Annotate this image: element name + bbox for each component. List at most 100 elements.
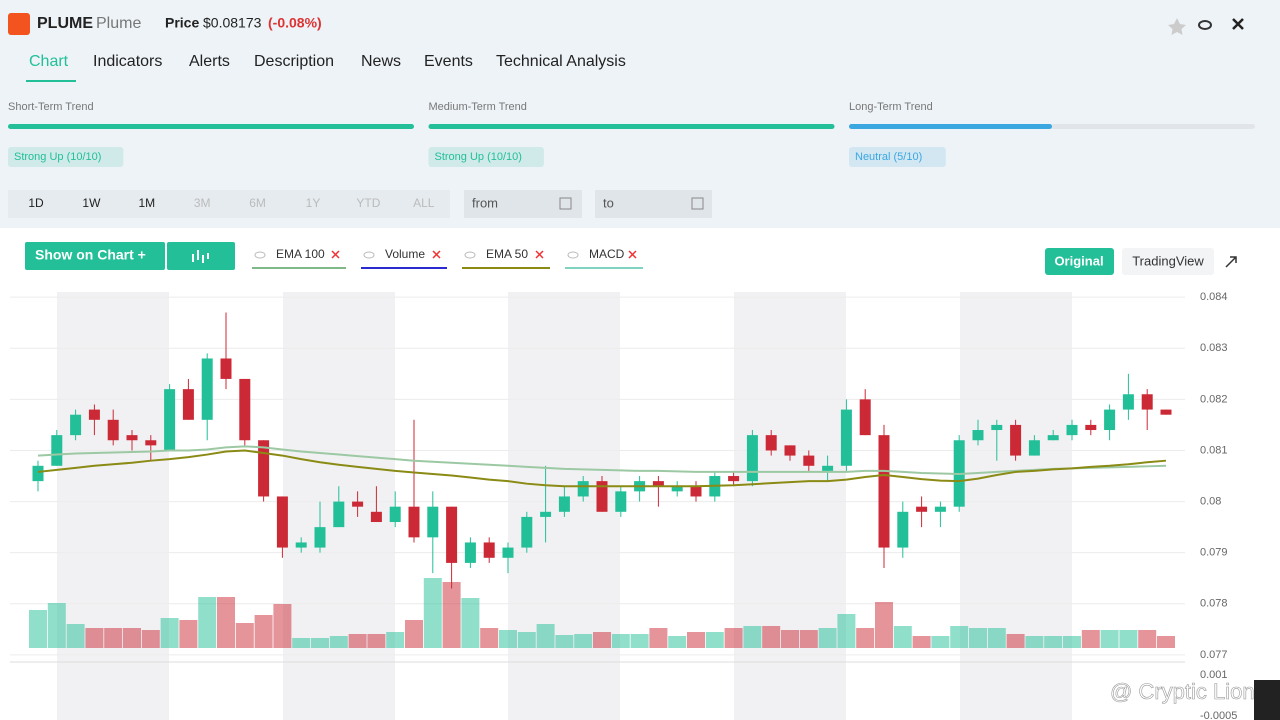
range-button[interactable]: ALL [413, 196, 435, 210]
volume-bar [254, 615, 273, 648]
volume-bar [85, 628, 104, 648]
trend-fill [849, 124, 1052, 129]
date-placeholder: from [472, 195, 498, 210]
candle-body [652, 481, 664, 487]
y-tick-label: 0.082 [1200, 393, 1228, 405]
candle-body [1085, 424, 1097, 431]
range-button[interactable]: YTD [356, 196, 380, 210]
shade [960, 292, 1072, 720]
volume-bar [311, 638, 329, 648]
volume-bar [1006, 634, 1025, 648]
show-button[interactable] [25, 242, 165, 270]
range-button[interactable]: 1Y [306, 196, 321, 210]
trend-status: Neutral (5/10) [855, 151, 922, 163]
indicator-remove[interactable] [331, 250, 340, 259]
y-tick-label: 0.077 [1200, 649, 1228, 661]
date-placeholder: to [603, 195, 614, 210]
volume-bar [856, 628, 875, 648]
view-button[interactable] [1122, 248, 1214, 275]
volume-bar [1081, 630, 1100, 648]
indicator-remove[interactable] [432, 250, 441, 259]
candle-body [784, 445, 796, 456]
expand-icon[interactable] [1225, 256, 1237, 268]
candle-body [1104, 409, 1116, 431]
volume-bar [687, 632, 705, 648]
tab[interactable]: Indicators [93, 53, 162, 70]
indicator-name: MACD [589, 247, 625, 261]
tab[interactable]: Chart [29, 53, 69, 70]
candle-body [765, 435, 777, 451]
candle-body [370, 511, 382, 523]
range-button[interactable]: 1D [28, 196, 44, 210]
candle-body [88, 409, 100, 420]
candle-body [577, 481, 589, 497]
tab[interactable]: Alerts [189, 53, 230, 70]
eye-icon[interactable] [1198, 20, 1212, 30]
volume-bar [799, 630, 818, 648]
eye-icon [254, 251, 266, 259]
volume-bar [762, 626, 781, 648]
indicator-remove[interactable] [535, 250, 544, 259]
range-button[interactable]: 3M [194, 196, 211, 210]
candle-body [107, 419, 119, 441]
candle-body [483, 542, 495, 558]
candle-body [126, 435, 138, 441]
tab[interactable]: Events [424, 53, 473, 70]
volume-bar [66, 624, 85, 648]
volume-bar [29, 610, 47, 648]
trend-label: Medium-Term Trend [429, 101, 527, 113]
volume-bar [893, 626, 912, 648]
tools-button[interactable] [167, 242, 235, 270]
volume-bar [818, 628, 837, 648]
view-label: TradingView [1132, 253, 1204, 268]
price-label: Price [165, 15, 199, 31]
volume-bar [386, 632, 405, 648]
volume-bar [950, 626, 969, 648]
tab[interactable]: Description [254, 53, 334, 70]
volume-bar [405, 620, 423, 648]
candle-body [840, 409, 852, 466]
volume-bar [593, 632, 611, 648]
range-button[interactable]: 1M [138, 196, 155, 210]
ema-line [37, 445, 1167, 475]
candle-body [258, 440, 270, 497]
volume-bar [574, 634, 593, 648]
volume-bar [536, 624, 555, 648]
indicator-remove[interactable] [628, 250, 637, 259]
candle-body [746, 435, 758, 482]
volume-bar [179, 620, 198, 648]
eye-icon [464, 251, 476, 259]
range-group [8, 190, 450, 218]
candle-body [972, 430, 984, 441]
candle-body [1010, 424, 1022, 456]
trend-label: Long-Term Trend [849, 101, 933, 113]
candle-body [164, 389, 176, 451]
calendar-icon [559, 197, 572, 210]
range-button[interactable]: 6M [249, 196, 266, 210]
close-icon[interactable] [1232, 18, 1244, 30]
candle-body [51, 435, 63, 466]
range-button[interactable]: 1W [82, 196, 101, 210]
candle-body [803, 455, 815, 466]
ema-line [37, 449, 1167, 488]
date-input[interactable] [464, 190, 582, 218]
volume-bar [442, 582, 461, 648]
calendar-icon [691, 197, 704, 210]
trend-badge [849, 147, 946, 167]
candle-body [314, 527, 326, 548]
price: $0.08173 [203, 15, 262, 31]
view-button-active[interactable] [1045, 248, 1114, 275]
candle-body [32, 465, 44, 482]
volume-bar [705, 632, 724, 648]
volume-bar [329, 636, 348, 648]
candle-body [897, 511, 909, 548]
candle-body [540, 511, 552, 517]
tab[interactable]: News [361, 53, 401, 70]
candle-body [201, 358, 213, 420]
volume-bar [743, 626, 762, 648]
tab[interactable]: Technical Analysis [496, 53, 626, 70]
star-icon[interactable] [1168, 18, 1186, 35]
candle-body [220, 358, 232, 379]
volume-bar [217, 597, 235, 648]
